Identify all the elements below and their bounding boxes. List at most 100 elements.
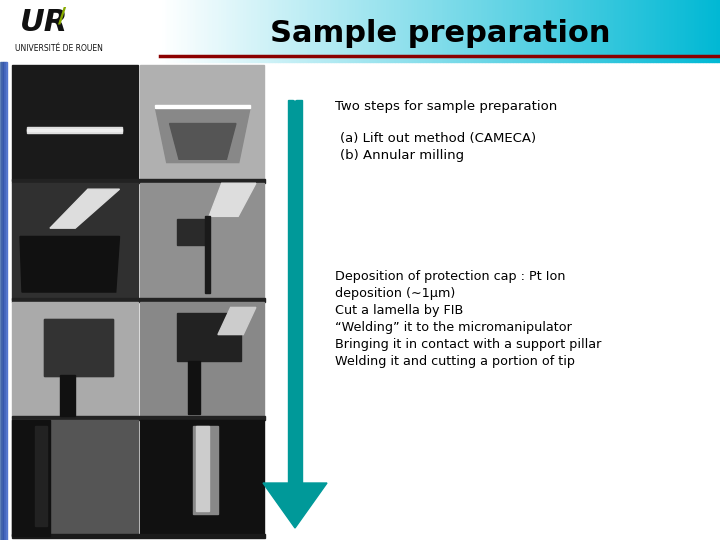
Bar xyxy=(603,0,606,62)
Bar xyxy=(549,0,552,62)
Bar xyxy=(636,0,639,62)
Bar xyxy=(544,0,546,62)
Bar xyxy=(4,62,6,540)
Bar xyxy=(311,0,314,62)
Bar xyxy=(188,0,191,62)
Bar xyxy=(420,0,423,62)
Bar xyxy=(253,0,255,62)
Bar xyxy=(490,0,493,62)
Bar xyxy=(193,426,218,514)
Bar xyxy=(356,0,359,62)
Bar xyxy=(616,0,619,62)
Bar xyxy=(280,0,283,62)
Bar xyxy=(588,0,591,62)
Bar xyxy=(585,0,588,62)
Bar xyxy=(658,0,661,62)
Bar xyxy=(12,534,265,538)
Bar xyxy=(317,0,320,62)
Bar xyxy=(219,0,222,62)
Bar xyxy=(625,0,628,62)
Bar xyxy=(255,0,258,62)
Bar xyxy=(437,0,440,62)
Bar xyxy=(177,313,240,361)
Bar xyxy=(683,0,686,62)
Bar xyxy=(639,0,642,62)
Bar xyxy=(689,0,692,62)
Bar xyxy=(194,0,197,62)
Text: Two steps for sample preparation: Two steps for sample preparation xyxy=(335,100,557,113)
Bar xyxy=(197,0,199,62)
Bar xyxy=(582,0,585,62)
Text: UNIVERSITÉ DE ROUEN: UNIVERSITÉ DE ROUEN xyxy=(15,44,103,53)
Bar xyxy=(493,0,496,62)
Bar xyxy=(199,0,202,62)
Bar xyxy=(434,0,437,62)
Polygon shape xyxy=(156,107,250,163)
Bar xyxy=(538,0,541,62)
Bar xyxy=(205,217,210,293)
Bar xyxy=(661,0,664,62)
Bar xyxy=(412,0,415,62)
Bar xyxy=(177,219,209,245)
Bar xyxy=(261,0,264,62)
Bar xyxy=(502,0,505,62)
Bar xyxy=(440,0,443,62)
Bar xyxy=(594,0,597,62)
Bar xyxy=(283,0,286,62)
Bar xyxy=(714,0,717,62)
Text: deposition (∼1μm): deposition (∼1μm) xyxy=(335,287,455,300)
Polygon shape xyxy=(218,307,256,335)
Bar xyxy=(179,0,182,62)
Bar xyxy=(485,0,487,62)
Bar xyxy=(477,0,480,62)
Bar xyxy=(241,0,244,62)
Bar xyxy=(44,319,113,376)
Bar xyxy=(622,0,625,62)
Bar xyxy=(140,183,264,300)
Bar xyxy=(188,361,200,414)
Bar xyxy=(395,0,398,62)
Bar xyxy=(516,0,518,62)
Bar xyxy=(364,0,367,62)
Bar xyxy=(264,0,266,62)
Bar xyxy=(647,0,650,62)
Text: UR: UR xyxy=(20,8,68,37)
Bar xyxy=(228,0,230,62)
Bar xyxy=(258,0,261,62)
Bar xyxy=(305,0,308,62)
Bar xyxy=(695,0,698,62)
Bar xyxy=(289,0,292,62)
Bar xyxy=(292,0,294,62)
Bar xyxy=(373,0,376,62)
Bar xyxy=(535,0,538,62)
Bar xyxy=(487,0,490,62)
Bar xyxy=(390,0,392,62)
Bar xyxy=(177,0,179,62)
Bar xyxy=(288,100,302,483)
Bar xyxy=(244,0,247,62)
Bar xyxy=(166,0,168,62)
Bar xyxy=(140,420,264,536)
Polygon shape xyxy=(169,124,236,159)
Bar xyxy=(12,301,138,418)
Bar xyxy=(518,0,521,62)
Bar xyxy=(213,0,216,62)
Bar xyxy=(459,0,462,62)
Bar xyxy=(692,0,695,62)
Bar xyxy=(449,0,451,62)
Bar xyxy=(278,0,280,62)
Bar xyxy=(323,0,325,62)
Bar xyxy=(465,0,468,62)
Bar xyxy=(429,0,431,62)
Bar xyxy=(359,0,361,62)
Bar xyxy=(308,0,311,62)
Bar xyxy=(339,0,342,62)
Bar xyxy=(351,0,354,62)
Bar xyxy=(577,0,580,62)
Bar xyxy=(185,0,188,62)
Text: Cut a lamella by FIB: Cut a lamella by FIB xyxy=(335,304,463,317)
Bar xyxy=(3,62,4,540)
Bar xyxy=(222,0,225,62)
Bar xyxy=(557,0,560,62)
Bar xyxy=(210,0,213,62)
